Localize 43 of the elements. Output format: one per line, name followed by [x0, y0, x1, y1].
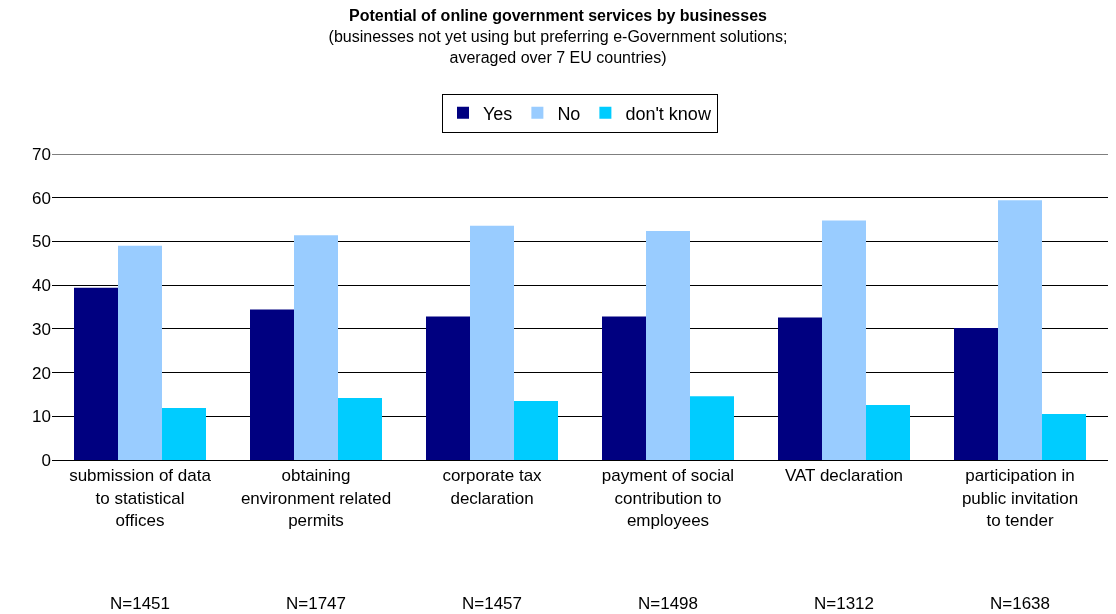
text: N=1451 [110, 594, 171, 613]
x-tick-label: VAT declaration [784, 466, 904, 486]
y-tick-label: 0 [41, 450, 51, 470]
legend-label: don't know [625, 103, 712, 124]
bar [118, 245, 162, 460]
legend-label: Yes [483, 103, 513, 124]
x-tick-label: submission of data to statistical offices [69, 466, 212, 530]
bar [602, 316, 646, 460]
x-tick-label: participation in public invitation to tender [961, 466, 1079, 530]
bar [162, 407, 206, 460]
x-tick-label: corporate tax declaration [442, 466, 543, 508]
text: N=1498 [638, 594, 699, 613]
bar [998, 200, 1042, 460]
y-tick-label: 40 [32, 276, 51, 296]
bar [514, 400, 558, 460]
bar [954, 327, 998, 460]
bar [778, 317, 822, 460]
legend-label: No [557, 103, 581, 124]
chart-subtitle: (businesses not yet using but preferring e-Government solutions; averaged over 7 EU countries) [328, 28, 788, 67]
bar [822, 220, 866, 460]
bar [690, 396, 734, 460]
y-tick-label: 60 [32, 188, 51, 208]
bar [866, 404, 910, 460]
y-tick-label: 10 [32, 407, 51, 427]
y-tick-label: 50 [32, 232, 51, 252]
bar [250, 309, 294, 460]
bar [426, 316, 470, 460]
bar [74, 287, 118, 460]
y-tick-label: 70 [32, 144, 51, 164]
bar [470, 225, 514, 460]
x-tick-label: payment of social contribution to employees [601, 466, 735, 530]
bar [294, 235, 338, 460]
bar [1042, 414, 1086, 460]
bar [338, 397, 382, 460]
y-tick-label: 20 [32, 363, 51, 383]
chart-title: Potential of online government services by businesses [349, 7, 768, 25]
x-tick-label: obtaining environment related permits [240, 466, 392, 530]
text: N=1457 [462, 594, 523, 613]
y-tick-label: 30 [32, 319, 51, 339]
text: N=1747 [286, 594, 347, 613]
text: N=1638 [990, 594, 1051, 613]
bar [646, 230, 690, 460]
text: N=1312 [814, 594, 875, 613]
